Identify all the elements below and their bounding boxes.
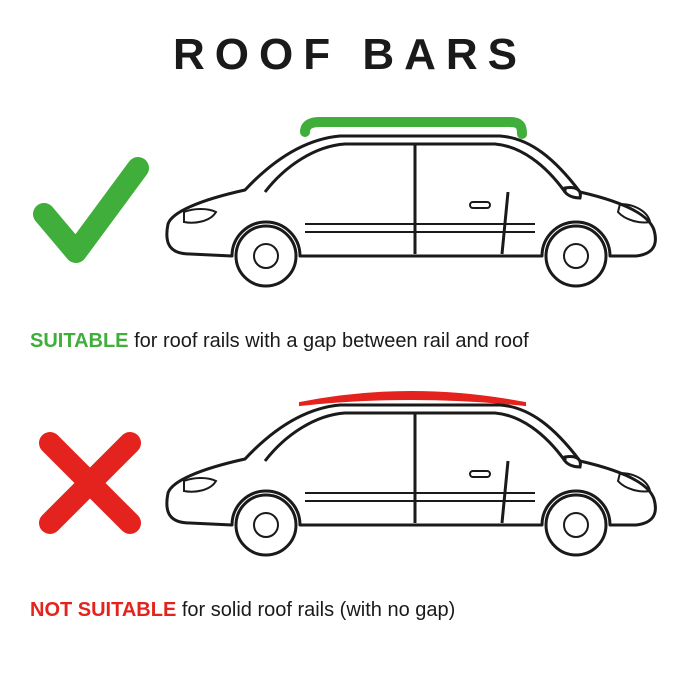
caption-lead: NOT SUITABLE xyxy=(30,599,176,621)
caption-not-suitable: NOT SUITABLE for solid roof rails (with … xyxy=(30,599,670,622)
caption-suitable: SUITABLE for roof rails with a gap betwe… xyxy=(30,330,670,353)
row-not-suitable: NOT SUITABLE for solid roof rails (with … xyxy=(30,373,670,642)
caption-lead: SUITABLE xyxy=(30,330,129,352)
page-title: ROOF BARS xyxy=(173,30,527,80)
car-suitable xyxy=(150,104,670,324)
row-suitable: SUITABLE for roof rails with a gap betwe… xyxy=(30,104,670,373)
car-not-suitable xyxy=(150,373,670,593)
check-icon xyxy=(30,154,150,274)
caption-rest: for roof rails with a gap between rail a… xyxy=(129,330,529,352)
caption-rest: for solid roof rails (with no gap) xyxy=(176,599,455,621)
cross-icon xyxy=(30,423,150,543)
